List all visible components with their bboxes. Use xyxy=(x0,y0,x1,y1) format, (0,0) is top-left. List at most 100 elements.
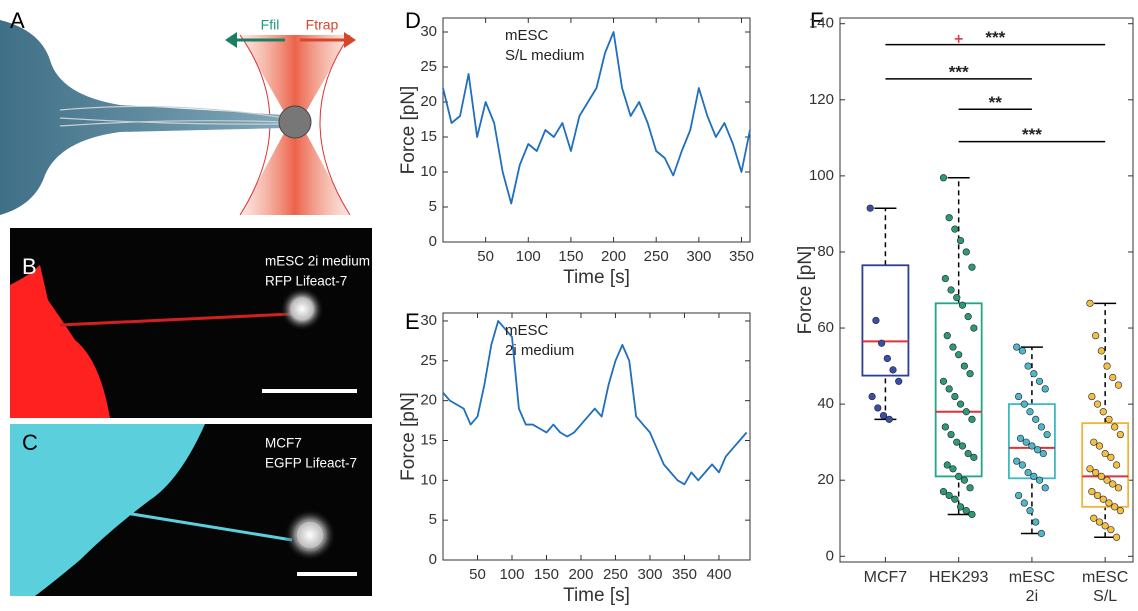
panel-c: MCF7 EGFP Lifeact-7 C xyxy=(10,424,372,596)
x-tick-label: mESC S/L xyxy=(1082,569,1129,605)
panel-label: C xyxy=(22,430,38,455)
data-point xyxy=(1114,484,1123,492)
data-point xyxy=(951,495,959,503)
data-point xyxy=(883,354,891,363)
data-point xyxy=(868,392,876,401)
cell xyxy=(0,20,285,215)
outlier xyxy=(954,34,963,43)
data-point xyxy=(958,301,967,309)
data-point xyxy=(1043,430,1051,439)
data-point xyxy=(1097,472,1105,481)
data-point xyxy=(1024,469,1032,477)
y-tick-label: 20 xyxy=(420,392,437,409)
data-point xyxy=(1090,514,1098,522)
x-tick-label: 400 xyxy=(706,566,731,583)
bead xyxy=(278,105,312,139)
data-point xyxy=(955,472,963,481)
bead-ring xyxy=(295,520,325,550)
data-point xyxy=(956,400,965,408)
box xyxy=(861,264,910,377)
annotation: mESC xyxy=(505,27,549,44)
caption: RFP Lifeact-7 xyxy=(265,274,347,289)
data-point xyxy=(889,366,897,374)
data-point xyxy=(941,274,949,283)
data-point xyxy=(1020,499,1028,507)
data-point xyxy=(1095,442,1104,450)
data-point xyxy=(1099,408,1107,416)
data-point xyxy=(1037,423,1046,431)
data-point xyxy=(1095,518,1104,526)
y-tick-label: 60 xyxy=(817,319,834,336)
y-tick-label: 0 xyxy=(826,547,834,564)
data-point xyxy=(1041,484,1049,492)
data-point xyxy=(945,214,953,222)
box xyxy=(1008,403,1056,480)
data-point xyxy=(1039,449,1047,458)
caption: EGFP Lifeact-7 xyxy=(265,456,357,471)
y-tick-label: 30 xyxy=(420,23,437,40)
force-trace xyxy=(442,31,751,205)
data-point xyxy=(1090,438,1098,446)
data-point xyxy=(939,174,948,182)
data-point xyxy=(1092,332,1100,340)
data-point xyxy=(966,484,974,492)
y-tick-label: 120 xyxy=(809,91,834,108)
data-point xyxy=(1093,491,1102,500)
data-point xyxy=(1013,457,1021,465)
significance-label: *** xyxy=(1022,125,1042,144)
y-tick-label: 80 xyxy=(817,243,834,260)
data-point xyxy=(956,236,965,245)
y-tick-label: 30 xyxy=(420,312,437,329)
arrow-head xyxy=(344,32,356,48)
filament xyxy=(59,105,286,127)
x-tick-label: mESC 2i xyxy=(1008,569,1056,605)
x-tick-label: 250 xyxy=(603,566,628,583)
data-point xyxy=(968,415,976,423)
y-tick-label: 0 xyxy=(429,551,437,568)
data-point xyxy=(1086,299,1094,307)
y-axis-label: Force [pN] xyxy=(398,392,419,481)
data-point xyxy=(895,377,903,385)
data-point xyxy=(878,339,886,347)
data-point xyxy=(1032,415,1040,423)
y-tick-label: 5 xyxy=(429,511,437,528)
data-point xyxy=(1116,507,1124,515)
data-point xyxy=(964,313,972,321)
data-point xyxy=(1097,347,1105,355)
x-tick-label: 200 xyxy=(601,248,626,265)
x-tick-label: 200 xyxy=(568,566,593,583)
data-point xyxy=(1015,491,1023,500)
data-point xyxy=(943,461,951,469)
data-point xyxy=(1088,392,1096,401)
data-point xyxy=(1035,476,1044,484)
data-point xyxy=(1018,461,1027,469)
x-tick-label: 150 xyxy=(534,566,559,583)
data-point xyxy=(964,449,972,458)
data-point xyxy=(970,453,978,461)
data-point xyxy=(1099,495,1107,503)
x-tick-label: 100 xyxy=(499,566,524,583)
x-axis-label: Time [s] xyxy=(563,267,630,288)
data-point xyxy=(1016,434,1025,442)
x-tick-label: 50 xyxy=(469,566,486,583)
data-point xyxy=(1114,381,1123,389)
x-tick-label: 100 xyxy=(516,248,541,265)
bead xyxy=(280,287,324,331)
x-tick-label: HEK293 xyxy=(928,569,989,586)
data-point xyxy=(1112,461,1121,469)
data-point xyxy=(947,286,955,294)
data-point xyxy=(968,263,976,271)
x-tick-label: 300 xyxy=(637,566,662,583)
data-point xyxy=(1022,438,1030,446)
data-point xyxy=(968,510,976,519)
data-point xyxy=(943,332,951,340)
data-point xyxy=(945,491,953,500)
data-point xyxy=(1107,453,1115,461)
data-point xyxy=(866,204,874,212)
panel-label: D xyxy=(405,8,421,33)
data-point xyxy=(1088,488,1096,496)
filament xyxy=(59,312,293,327)
arrow-label: Ffil xyxy=(261,17,280,33)
y-tick-label: 140 xyxy=(809,15,834,32)
data-point xyxy=(1020,400,1028,408)
